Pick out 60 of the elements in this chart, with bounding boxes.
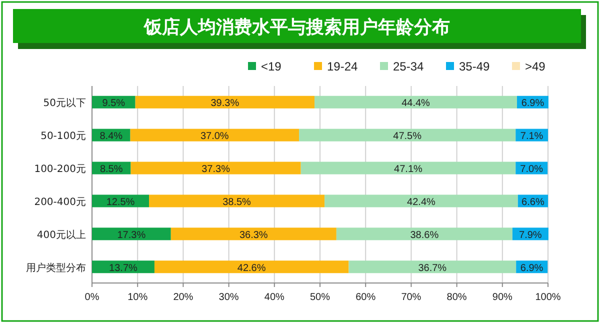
- legend-label: 19-24: [327, 60, 358, 74]
- bar: [299, 128, 516, 142]
- bar: [154, 260, 349, 274]
- x-tick-label: 80%: [446, 292, 467, 303]
- data-label: 12.5%: [106, 196, 135, 208]
- bar: [314, 96, 517, 108]
- y-tick-label: 用户类型分布: [26, 262, 86, 274]
- data-label: 9.5%: [102, 98, 126, 110]
- bar: [130, 128, 300, 142]
- bar: [324, 194, 518, 208]
- x-tick-label: 50%: [310, 292, 330, 303]
- x-tick-label: 90%: [492, 292, 513, 303]
- x-tick-label: 30%: [218, 292, 239, 303]
- data-label: 8.4%: [100, 131, 123, 142]
- data-label: 42.4%: [407, 196, 436, 208]
- bar: [300, 162, 516, 174]
- chart-title: 饭店人均消费水平与搜索用户年龄分布: [143, 17, 450, 38]
- bar: [348, 260, 516, 274]
- bar: [149, 194, 325, 208]
- data-label: 47.5%: [393, 131, 422, 142]
- x-tick-label: 20%: [173, 292, 194, 303]
- y-tick-label: 50元以下: [43, 97, 86, 110]
- data-label: 38.6%: [410, 230, 439, 241]
- data-label: 39.3%: [210, 98, 240, 110]
- y-tick-label: 50-100元: [40, 131, 86, 142]
- legend-label: 25-34: [393, 60, 424, 74]
- data-label: 8.5%: [100, 164, 123, 176]
- y-tick-label: 400元以上: [36, 228, 86, 241]
- data-label: 7.0%: [520, 164, 544, 176]
- x-tick-label: 100%: [535, 292, 561, 303]
- data-label: 38.5%: [222, 196, 252, 208]
- x-tick-label: 60%: [356, 292, 376, 303]
- data-label: 6.6%: [522, 196, 544, 208]
- data-label: 7.9%: [519, 230, 542, 241]
- x-tick-label: 40%: [264, 292, 285, 303]
- data-label: 42.6%: [237, 262, 266, 274]
- data-label: 13.7%: [109, 262, 138, 274]
- legend-label: <19: [261, 60, 282, 74]
- data-label: 44.4%: [402, 98, 430, 110]
- legend-label: >49: [525, 60, 546, 74]
- x-tick-label: 0%: [84, 292, 100, 303]
- data-label: 36.3%: [239, 230, 268, 241]
- data-label: 36.7%: [418, 262, 447, 274]
- bar: [170, 228, 336, 240]
- data-label: 47.1%: [394, 164, 423, 176]
- data-label: 17.3%: [117, 230, 146, 241]
- x-tick-label: 10%: [128, 292, 148, 303]
- y-tick-label: 100-200元: [34, 164, 86, 176]
- y-tick-label: 200-400元: [34, 196, 86, 208]
- x-tick-label: 70%: [401, 292, 422, 303]
- bar: [130, 162, 301, 174]
- data-label: 37.3%: [202, 164, 230, 176]
- data-label: 7.1%: [520, 131, 544, 142]
- data-label: 6.9%: [520, 262, 544, 274]
- legend-label: 35-49: [459, 60, 490, 74]
- bar: [92, 228, 171, 240]
- bar: [336, 228, 512, 240]
- data-label: 6.9%: [521, 98, 544, 110]
- bar: [135, 96, 315, 108]
- data-label: 37.0%: [200, 131, 229, 142]
